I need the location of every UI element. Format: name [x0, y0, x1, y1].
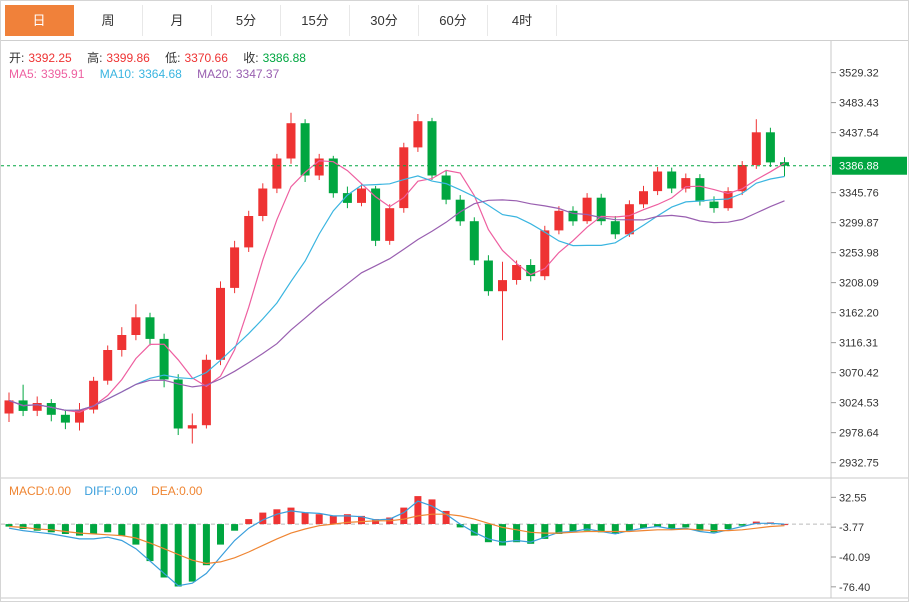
svg-text:2978.64: 2978.64: [839, 428, 879, 440]
macd-y-axis: 32.55 -3.77 -40.09 -76.40: [831, 492, 870, 594]
ma-readout: MA5: 3395.91 MA10: 3364.68 MA20: 3347.37: [9, 67, 291, 81]
open-readout: 开: 3392.25: [9, 51, 72, 65]
svg-text:3116.31: 3116.31: [839, 338, 878, 350]
svg-text:3070.42: 3070.42: [839, 368, 879, 380]
candles: [4, 112, 789, 444]
diff-line: [8, 500, 785, 587]
close-readout: 收: 3386.88: [243, 51, 306, 65]
macd-readout: MACD:0.00 DIFF:0.00 DEA:0.00: [9, 484, 212, 498]
high-readout: 高: 3399.86: [87, 51, 150, 65]
tab-day[interactable]: 日: [5, 5, 74, 36]
svg-text:2932.75: 2932.75: [839, 458, 879, 470]
current-price-badge: 3386.88: [832, 156, 907, 175]
diff-value-readout: DIFF:0.00: [84, 484, 137, 498]
svg-text:3437.54: 3437.54: [839, 128, 879, 140]
dea-label: DEA:: [151, 484, 180, 498]
ohlc-readout: 开: 3392.25 高: 3399.86 低: 3370.66 收: 3386.88: [9, 49, 318, 66]
ma5-readout: MA5: 3395.91: [9, 67, 84, 81]
svg-text:3483.43: 3483.43: [839, 98, 879, 110]
ma20-readout: MA20: 3347.37: [197, 67, 279, 81]
dea-value-readout: DEA:0.00: [151, 484, 202, 498]
tab-30min[interactable]: 30分: [350, 5, 419, 36]
close-label: 收:: [243, 51, 259, 65]
ma10-label: MA10:: [99, 67, 135, 81]
timeframe-tabbar: 日 周 月 5分 15分 30分 60分 4时: [1, 1, 908, 41]
low-readout: 低: 3370.66: [165, 51, 228, 65]
macd-histogram: [5, 496, 788, 587]
svg-text:3208.09: 3208.09: [839, 278, 879, 290]
tab-4hour[interactable]: 4时: [488, 5, 557, 36]
svg-text:3024.53: 3024.53: [839, 398, 879, 410]
kline-chart[interactable]: 3529.32 3483.43 3437.54 3345.76 3299.87 3253.…: [1, 41, 908, 601]
macd-value-readout: MACD:0.00: [9, 484, 71, 498]
ma10-value: 3364.68: [138, 67, 182, 81]
tab-week[interactable]: 周: [74, 5, 143, 36]
ma5-value: 3395.91: [41, 67, 85, 81]
dea-value: 0.00: [179, 484, 203, 498]
low-value: 3370.66: [184, 51, 228, 65]
svg-text:3345.76: 3345.76: [839, 188, 879, 200]
svg-text:3529.32: 3529.32: [839, 68, 879, 80]
open-label: 开:: [9, 51, 25, 65]
chart-area: 3529.32 3483.43 3437.54 3345.76 3299.87 3253.…: [1, 41, 908, 601]
diff-label: DIFF:: [84, 484, 115, 498]
ma10-readout: MA10: 3364.68: [100, 67, 182, 81]
main-y-axis: 3529.32 3483.43 3437.54 3345.76 3299.87 3253.…: [831, 68, 879, 470]
tab-5min[interactable]: 5分: [212, 5, 281, 36]
svg-text:3299.87: 3299.87: [839, 218, 879, 230]
high-value: 3399.86: [106, 51, 150, 65]
tab-month[interactable]: 月: [143, 5, 212, 36]
macd-value: 0.00: [47, 484, 72, 498]
macd-label: MACD:: [9, 484, 48, 498]
close-value: 3386.88: [262, 51, 306, 65]
ma20-line: [8, 199, 785, 411]
svg-text:-40.09: -40.09: [839, 552, 870, 564]
svg-text:32.55: 32.55: [839, 492, 867, 504]
ma5-label: MA5:: [9, 67, 38, 81]
svg-text:3162.20: 3162.20: [839, 308, 879, 320]
tab-60min[interactable]: 60分: [419, 5, 488, 36]
tab-15min[interactable]: 15分: [281, 5, 350, 36]
open-value: 3392.25: [28, 51, 72, 65]
ma20-value: 3347.37: [235, 67, 280, 81]
dea-line: [8, 513, 785, 565]
svg-text:-76.40: -76.40: [839, 582, 870, 594]
svg-text:-3.77: -3.77: [839, 522, 864, 534]
svg-text:3253.98: 3253.98: [839, 248, 879, 260]
svg-text:3386.88: 3386.88: [839, 161, 879, 173]
ma20-label: MA20:: [197, 67, 232, 81]
ma5-line: [8, 160, 785, 413]
low-label: 低:: [165, 51, 181, 65]
diff-value: 0.00: [114, 484, 138, 498]
high-label: 高:: [87, 51, 103, 65]
